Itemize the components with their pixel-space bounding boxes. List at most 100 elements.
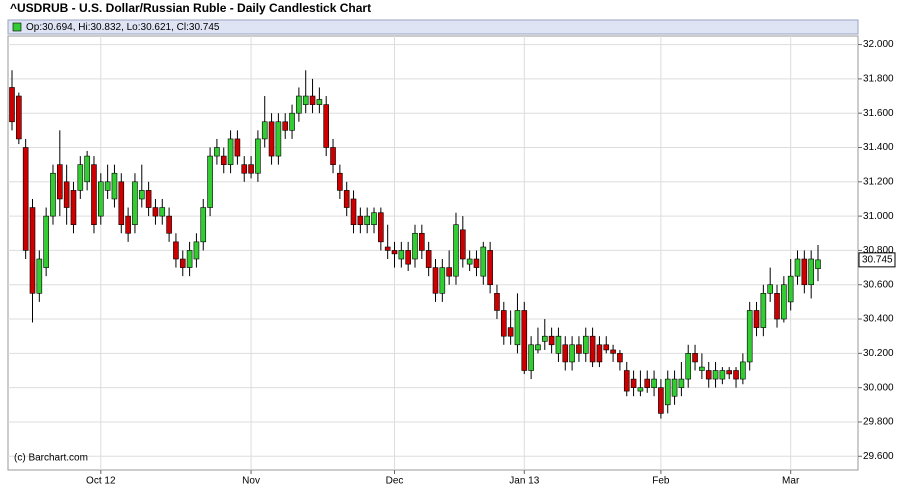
- candle-body: [617, 353, 623, 363]
- candle-body: [664, 378, 671, 406]
- candle-body: [460, 229, 466, 260]
- y-tick-label: 30.400: [863, 314, 894, 325]
- candle-body: [337, 172, 343, 191]
- candle-body: [364, 215, 370, 225]
- candle-body: [125, 215, 131, 234]
- candle-body: [678, 378, 685, 388]
- candle-body: [453, 224, 459, 277]
- candle-body: [179, 258, 186, 268]
- legend-band: [7, 19, 859, 35]
- y-tick-label: 31.000: [863, 211, 894, 222]
- candle-body: [391, 250, 398, 255]
- candles: [9, 70, 821, 419]
- candle-body: [159, 207, 166, 217]
- candle-body: [719, 370, 726, 380]
- candle-body: [200, 207, 207, 243]
- x-tick-label: Jan 13: [509, 476, 539, 487]
- candle-body: [569, 344, 575, 363]
- candle-body: [801, 258, 808, 286]
- candle-body: [535, 344, 541, 351]
- candle-body: [132, 181, 138, 225]
- candle-body: [787, 275, 794, 303]
- candle-body: [384, 246, 391, 251]
- candle-body: [473, 258, 480, 268]
- candle-body: [699, 366, 705, 371]
- candle-body: [582, 335, 589, 354]
- candle-body: [651, 378, 657, 388]
- candle-body: [487, 250, 493, 286]
- candle-body: [104, 181, 111, 191]
- candle-body: [118, 181, 125, 225]
- candle-body: [726, 370, 733, 375]
- candle-body: [781, 284, 787, 320]
- x-tick-label: Feb: [652, 476, 670, 487]
- candle-body: [733, 370, 739, 380]
- candle-body: [220, 155, 227, 165]
- y-tick-label: 29.800: [863, 417, 894, 428]
- candle-body: [173, 241, 179, 260]
- y-tick-label: 30.600: [863, 279, 894, 290]
- candle-body: [767, 284, 773, 294]
- candle-body: [241, 164, 248, 174]
- x-tick-label: Nov: [242, 476, 260, 487]
- candle-body: [425, 250, 432, 268]
- candle-body: [343, 190, 350, 208]
- candle-body: [541, 335, 548, 342]
- candle-body: [214, 147, 220, 157]
- candle-body: [111, 172, 118, 200]
- watermark: (c) Barchart.com: [14, 453, 88, 464]
- candle-body: [186, 250, 193, 268]
- candle-body: [323, 104, 330, 148]
- candle-body: [562, 344, 569, 363]
- candle-body: [630, 378, 637, 388]
- candle-body: [589, 335, 596, 363]
- candle-body: [138, 190, 145, 200]
- candle-body: [753, 310, 760, 328]
- candle-body: [685, 353, 692, 380]
- candle-body: [63, 181, 70, 208]
- candle-body: [705, 370, 712, 380]
- candle-body: [494, 293, 500, 311]
- candle-body: [70, 190, 77, 225]
- y-tick-label: 29.600: [863, 451, 894, 462]
- x-tick-label: Oct 12: [86, 476, 116, 487]
- plot-area: [7, 35, 859, 471]
- candle-body: [644, 378, 651, 388]
- candle-body: [794, 258, 801, 277]
- candle-body: [692, 353, 698, 363]
- last-price-label: 30.745: [862, 255, 893, 266]
- last-price-box: [858, 252, 896, 268]
- grid: [8, 36, 862, 474]
- y-tick-label: 30.000: [863, 382, 894, 393]
- y-tick-label: 31.200: [863, 176, 894, 187]
- candle-body: [412, 232, 418, 260]
- candle-body: [255, 138, 261, 174]
- candle-body: [378, 212, 384, 243]
- candle-body: [371, 212, 377, 225]
- y-tick-label: 32.000: [863, 39, 894, 50]
- y-tick-label: 31.600: [863, 108, 894, 119]
- candle-body: [548, 335, 555, 346]
- candle-body: [275, 121, 282, 157]
- candle-body: [712, 370, 719, 380]
- candle-body: [521, 310, 528, 371]
- y-tick-label: 30.200: [863, 348, 894, 359]
- candle-body: [740, 361, 746, 380]
- candle-body: [480, 246, 487, 277]
- candle-body: [808, 258, 814, 286]
- candle-body: [746, 310, 753, 363]
- candle-body: [91, 164, 97, 225]
- candle-body: [555, 335, 562, 354]
- candle-body: [145, 190, 152, 208]
- candle-body: [50, 172, 56, 217]
- candle-body: [282, 121, 289, 131]
- candle-body: [500, 310, 507, 337]
- candle-body: [658, 387, 664, 414]
- candle-body: [97, 181, 104, 217]
- chart-title: ^USDRUB - U.S. Dollar/Russian Ruble - Da…: [10, 1, 371, 15]
- candle-body: [16, 95, 22, 140]
- candle-body: [166, 215, 172, 234]
- y-tick-label: 30.800: [863, 245, 894, 256]
- candle-body: [22, 147, 29, 251]
